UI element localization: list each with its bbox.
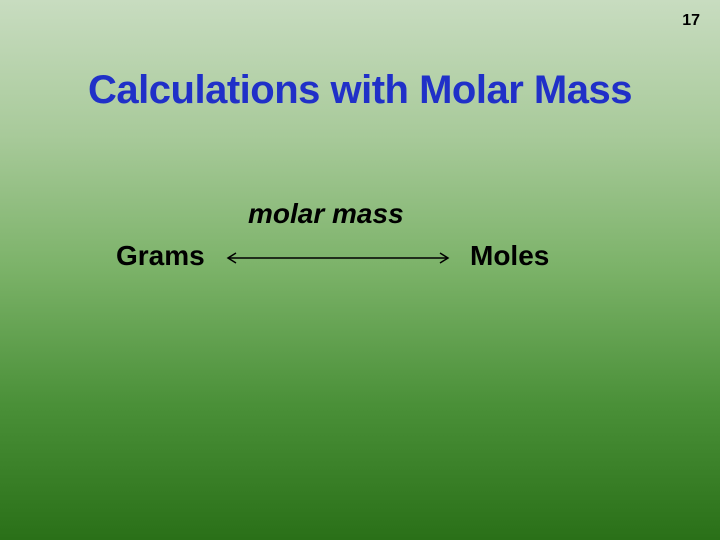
right-unit-label: Moles — [470, 240, 549, 272]
page-number: 17 — [682, 12, 700, 30]
slide: 17 Calculations with Molar Mass molar ma… — [0, 0, 720, 540]
left-unit-label: Grams — [116, 240, 205, 272]
conversion-label: molar mass — [248, 198, 404, 230]
double-arrow-icon — [222, 251, 454, 265]
slide-title: Calculations with Molar Mass — [0, 68, 720, 113]
